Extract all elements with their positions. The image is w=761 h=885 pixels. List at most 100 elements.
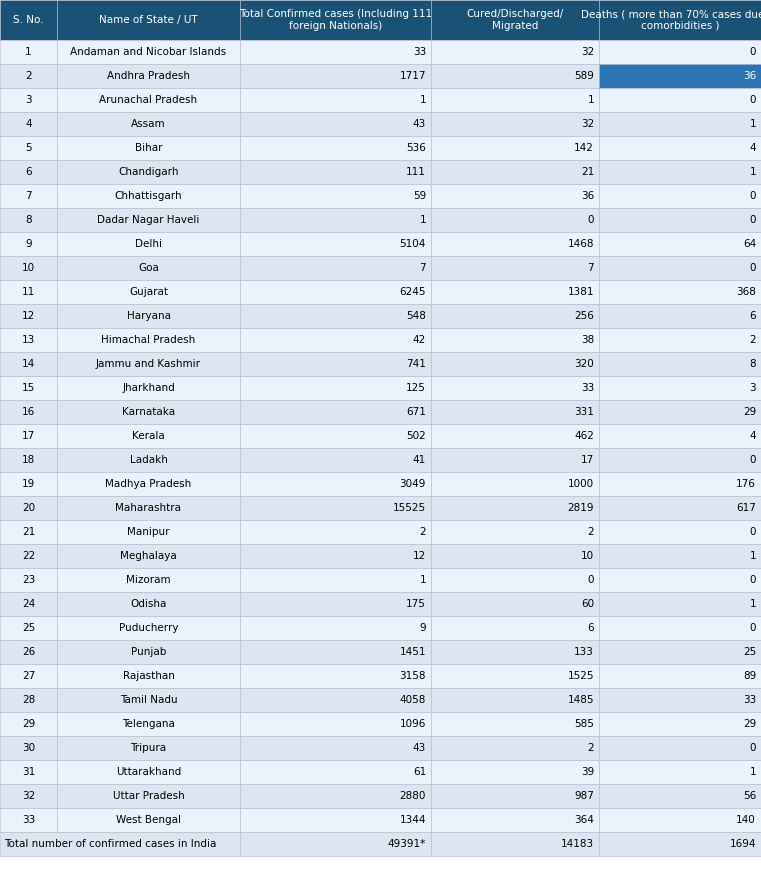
Text: 36: 36 — [581, 191, 594, 201]
Bar — [0, 184, 57, 208]
Bar — [431, 328, 599, 352]
Bar — [0, 112, 57, 136]
Bar — [240, 784, 431, 808]
Bar — [431, 232, 599, 256]
Bar — [0, 592, 57, 616]
Text: Kerala: Kerala — [132, 431, 165, 441]
Bar — [0, 664, 57, 688]
Text: 133: 133 — [574, 647, 594, 657]
Text: 31: 31 — [22, 767, 35, 777]
Bar — [57, 208, 240, 232]
Text: 3: 3 — [25, 95, 32, 105]
Bar — [431, 616, 599, 640]
Text: 16: 16 — [22, 407, 35, 417]
Text: 6: 6 — [587, 623, 594, 633]
Text: 60: 60 — [581, 599, 594, 609]
Bar — [240, 808, 431, 832]
Bar — [240, 544, 431, 568]
Text: 5: 5 — [25, 143, 32, 153]
Bar — [599, 784, 761, 808]
Bar — [431, 664, 599, 688]
Text: 4: 4 — [25, 119, 32, 129]
Text: Mizoram: Mizoram — [126, 575, 170, 585]
Text: 29: 29 — [743, 719, 756, 729]
Bar — [0, 472, 57, 496]
Text: 10: 10 — [22, 263, 35, 273]
Bar — [0, 520, 57, 544]
Text: 4058: 4058 — [400, 695, 426, 705]
Text: 331: 331 — [574, 407, 594, 417]
Text: 27: 27 — [22, 671, 35, 681]
Text: 21: 21 — [581, 167, 594, 177]
Text: Telengana: Telengana — [122, 719, 175, 729]
Text: 2: 2 — [587, 527, 594, 537]
Bar — [599, 304, 761, 328]
Text: 140: 140 — [736, 815, 756, 825]
Bar — [57, 424, 240, 448]
Bar — [431, 496, 599, 520]
Bar — [57, 544, 240, 568]
Text: Odisha: Odisha — [130, 599, 167, 609]
Bar — [599, 760, 761, 784]
Bar — [240, 112, 431, 136]
Bar — [431, 304, 599, 328]
Text: 175: 175 — [406, 599, 426, 609]
Text: 64: 64 — [743, 239, 756, 249]
Text: 33: 33 — [22, 815, 35, 825]
Bar — [431, 640, 599, 664]
Bar — [240, 712, 431, 736]
Text: 548: 548 — [406, 311, 426, 321]
Bar — [57, 664, 240, 688]
Bar — [599, 184, 761, 208]
Text: 10: 10 — [581, 551, 594, 561]
Text: 32: 32 — [581, 119, 594, 129]
Bar — [599, 736, 761, 760]
Bar — [240, 64, 431, 88]
Bar — [57, 112, 240, 136]
Text: 5104: 5104 — [400, 239, 426, 249]
Bar — [240, 304, 431, 328]
Bar — [599, 832, 761, 856]
Text: 2819: 2819 — [568, 503, 594, 513]
Bar — [0, 688, 57, 712]
Text: 7: 7 — [25, 191, 32, 201]
Bar — [431, 64, 599, 88]
Text: 12: 12 — [22, 311, 35, 321]
Text: 33: 33 — [412, 47, 426, 57]
Bar — [240, 592, 431, 616]
Text: 7: 7 — [419, 263, 426, 273]
Bar — [240, 352, 431, 376]
Text: 19: 19 — [22, 479, 35, 489]
Text: 14: 14 — [22, 359, 35, 369]
Bar — [431, 784, 599, 808]
Bar — [431, 688, 599, 712]
Bar — [0, 808, 57, 832]
Bar — [0, 64, 57, 88]
Bar — [599, 208, 761, 232]
Bar — [57, 712, 240, 736]
Text: 32: 32 — [581, 47, 594, 57]
Bar — [431, 544, 599, 568]
Text: 23: 23 — [22, 575, 35, 585]
Bar — [0, 424, 57, 448]
Text: Deaths ( more than 70% cases due to
comorbidities ): Deaths ( more than 70% cases due to como… — [581, 9, 761, 31]
Text: 89: 89 — [743, 671, 756, 681]
Bar — [240, 400, 431, 424]
Bar — [0, 328, 57, 352]
Bar — [57, 784, 240, 808]
Bar — [431, 448, 599, 472]
Text: 26: 26 — [22, 647, 35, 657]
Text: 111: 111 — [406, 167, 426, 177]
Text: 0: 0 — [750, 623, 756, 633]
Text: 7: 7 — [587, 263, 594, 273]
Bar — [0, 88, 57, 112]
Bar — [431, 400, 599, 424]
Bar — [431, 208, 599, 232]
Text: 0: 0 — [750, 191, 756, 201]
Bar — [431, 568, 599, 592]
Bar — [599, 64, 761, 88]
Text: 1: 1 — [750, 119, 756, 129]
Bar — [431, 40, 599, 64]
Text: 12: 12 — [412, 551, 426, 561]
Text: 0: 0 — [750, 527, 756, 537]
